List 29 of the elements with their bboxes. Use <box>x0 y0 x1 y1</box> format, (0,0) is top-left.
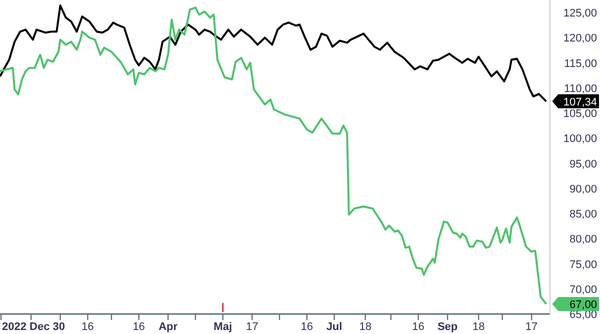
y-tick-label: 120,00 <box>563 32 597 45</box>
y-tick-label: 100,00 <box>563 133 597 146</box>
x-tick-label: 16 <box>412 321 424 333</box>
x-tick-label: Apr <box>158 321 178 333</box>
x-tick-label: Maj <box>214 321 232 333</box>
y-tick-label: 70,00 <box>569 284 597 296</box>
annotation: 107,34 <box>563 96 597 108</box>
x-tick-label: 17 <box>525 321 538 333</box>
x-tick-label: Jul <box>326 321 342 333</box>
x-tick-label: 16 <box>132 321 145 333</box>
y-tick-label: 105,00 <box>563 108 597 120</box>
y-tick-label: 110,00 <box>564 82 597 95</box>
x-tick-label: 2022 Dec 30 <box>2 321 65 333</box>
x-tick-label: 18 <box>359 321 372 333</box>
x-tick-label: 17 <box>246 321 258 333</box>
x-tick-label: 16 <box>82 321 94 333</box>
y-tick-label: 95,00 <box>569 158 597 170</box>
x-tick-label: 16 <box>300 321 314 333</box>
y-tick-label: 80,00 <box>569 234 597 246</box>
x-tick-label: 18 <box>472 321 485 333</box>
x-tick-label: Sep <box>437 321 458 333</box>
annotation: 67,00 <box>569 298 597 311</box>
y-tick-label: 75,00 <box>569 258 597 271</box>
y-tick-label: 125,00 <box>563 8 597 20</box>
line-series <box>0 4 548 102</box>
line-series <box>0 6 548 305</box>
y-tick-label: 85,00 <box>569 208 597 221</box>
y-tick-label: 115,00 <box>564 58 597 70</box>
y-tick-label: 90,00 <box>569 183 597 196</box>
